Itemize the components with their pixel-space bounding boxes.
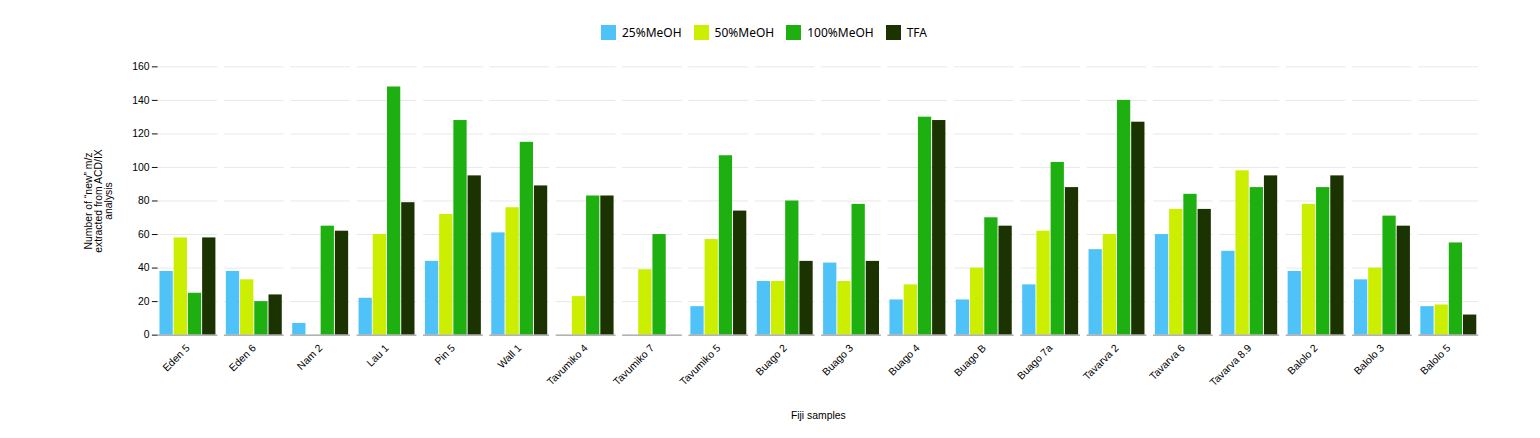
svg-text:Buago 2: Buago 2: [754, 342, 789, 377]
svg-text:Buago B: Buago B: [952, 342, 988, 378]
svg-text:Buago 7a: Buago 7a: [1015, 342, 1054, 381]
svg-text:Nam 2: Nam 2: [295, 342, 325, 372]
svg-text:Lau 1: Lau 1: [365, 342, 391, 368]
svg-text:120: 120: [132, 128, 150, 139]
svg-text:Pin 5: Pin 5: [433, 342, 458, 367]
svg-text:Tavarva 2: Tavarva 2: [1081, 342, 1121, 382]
svg-text:Tavarva 8.9: Tavarva 8.9: [1208, 342, 1254, 388]
svg-text:40: 40: [138, 262, 150, 273]
svg-text:Tavumiko 7: Tavumiko 7: [611, 342, 656, 387]
svg-text:Number of “new” m/zextracted f: Number of “new” m/zextracted from ACD/IX…: [83, 149, 115, 253]
svg-text:60: 60: [138, 229, 150, 240]
svg-text:Balolo 2: Balolo 2: [1285, 342, 1320, 377]
svg-text:80: 80: [138, 195, 150, 206]
svg-text:Eden 6: Eden 6: [227, 342, 258, 373]
html-text:25%MeOH: 25%MeOH: [622, 24, 682, 41]
svg-text:Buago 3: Buago 3: [820, 342, 855, 377]
svg-text:Tavumiko 4: Tavumiko 4: [545, 342, 590, 387]
svg-text:Buago 4: Buago 4: [886, 342, 921, 377]
svg-text:140: 140: [132, 95, 150, 106]
svg-text:Balolo 3: Balolo 3: [1352, 342, 1387, 377]
svg-text:0: 0: [144, 329, 150, 340]
html-text:100%MeOH: 100%MeOH: [807, 24, 874, 41]
svg-text:Fiji samples: Fiji samples: [791, 410, 846, 421]
svg-text:Eden 5: Eden 5: [161, 342, 192, 373]
svg-text:Wall 1: Wall 1: [496, 342, 524, 370]
svg-text:Tavumiko 5: Tavumiko 5: [678, 342, 723, 387]
html-text:50%MeOH: 50%MeOH: [714, 24, 775, 41]
svg-text:20: 20: [138, 296, 150, 307]
svg-text:Balolo 5: Balolo 5: [1418, 342, 1453, 377]
html-text:TFA: TFA: [906, 24, 927, 41]
svg-text:100: 100: [132, 162, 150, 173]
svg-text:160: 160: [132, 61, 150, 72]
svg-text:Tavarva 6: Tavarva 6: [1147, 342, 1187, 382]
